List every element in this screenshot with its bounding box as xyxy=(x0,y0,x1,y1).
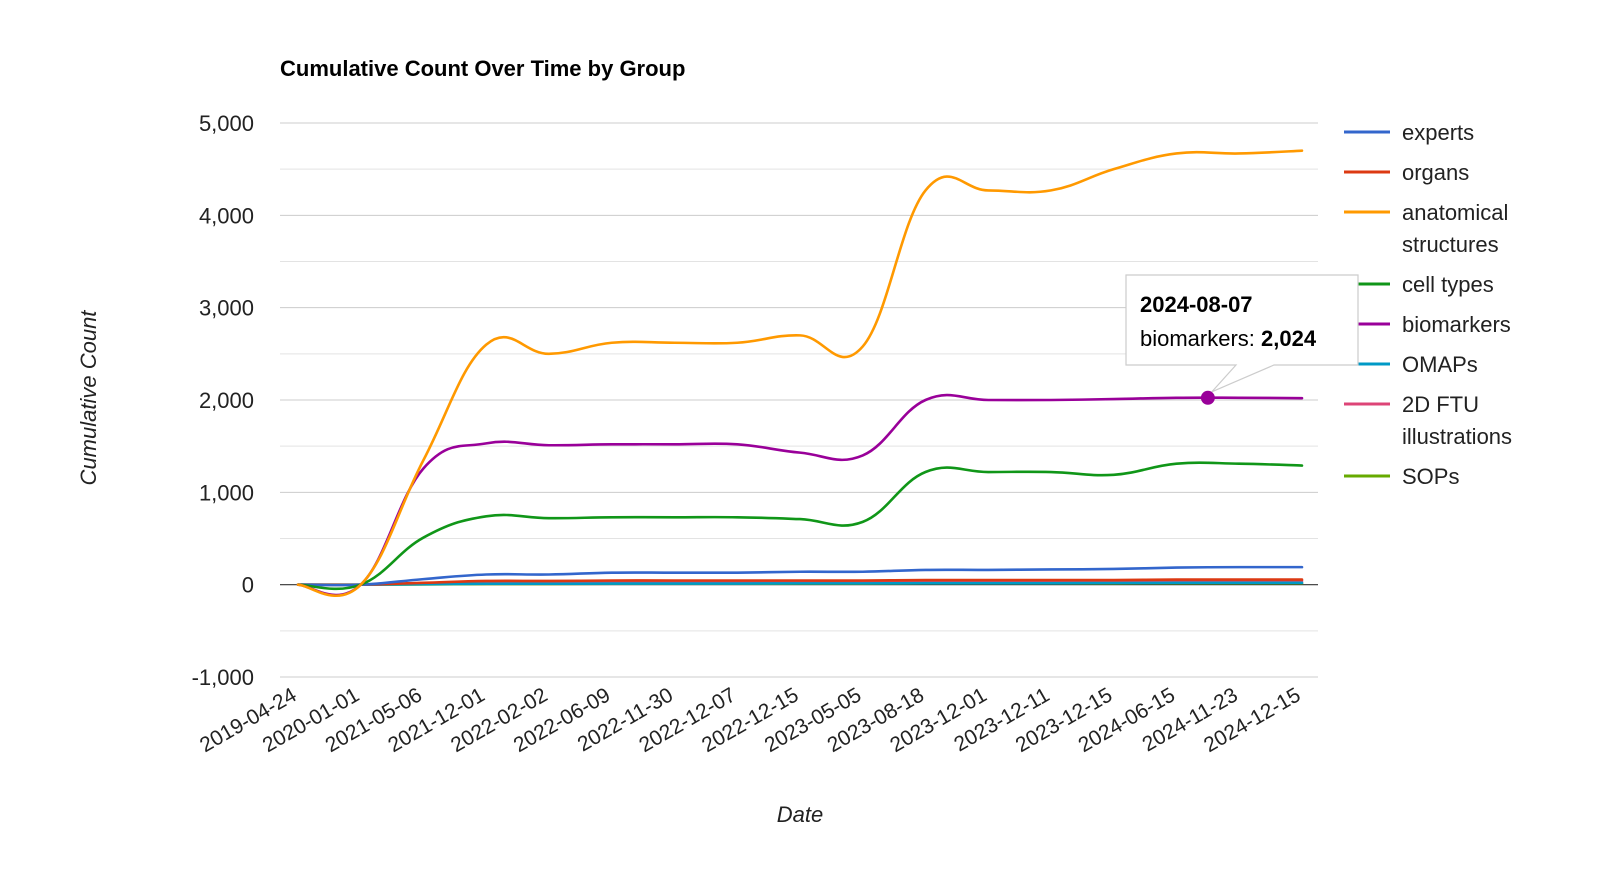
legend-entry[interactable]: 2D FTU illustrations xyxy=(1402,392,1512,449)
y-tick-label: 5,000 xyxy=(199,111,254,136)
legend-entry[interactable]: cell types xyxy=(1402,272,1494,297)
series-line-anatomical-structures[interactable] xyxy=(296,149,1304,597)
legend-entry[interactable]: organs xyxy=(1402,160,1469,185)
hover-point[interactable] xyxy=(1200,390,1215,405)
tooltip-box xyxy=(1125,274,1359,393)
tooltip-value: biomarkers: 2,024 xyxy=(1140,326,1317,351)
series-lines xyxy=(296,149,1304,597)
y-axis-ticks: 5,000 4,000 3,000 2,000 1,000 0 -1,000 xyxy=(192,111,254,690)
y-tick-label: 4,000 xyxy=(199,203,254,228)
chart-title: Cumulative Count Over Time by Group xyxy=(280,56,685,81)
legend-entry[interactable]: experts xyxy=(1402,120,1474,145)
y-tick-label: 2,000 xyxy=(199,388,254,413)
series-line-cell-types[interactable] xyxy=(296,461,1304,591)
series-line-experts[interactable] xyxy=(296,565,1304,587)
series-line-organs[interactable] xyxy=(296,578,1304,587)
y-axis-label: Cumulative Count xyxy=(76,310,101,486)
y-tick-label: 3,000 xyxy=(199,296,254,321)
legend-entry[interactable]: OMAPs xyxy=(1402,352,1478,377)
tooltip: 2024-08-07 biomarkers: 2,024 xyxy=(1125,274,1359,405)
legend-entry[interactable]: biomarkers xyxy=(1402,312,1511,337)
x-axis-ticks: 2019-04-242020-01-012021-05-062021-12-01… xyxy=(196,683,1305,757)
legend: experts organs anatomical structures cell ty… xyxy=(1344,120,1512,489)
x-axis-label: Date xyxy=(777,802,823,827)
y-tick-label: 1,000 xyxy=(199,480,254,505)
series-line-omaps[interactable] xyxy=(296,581,1304,587)
series-line-biomarkers[interactable] xyxy=(296,393,1304,597)
gridlines xyxy=(280,122,1318,678)
y-tick-label: -1,000 xyxy=(192,665,254,690)
tooltip-date: 2024-08-07 xyxy=(1140,292,1253,317)
legend-entry[interactable]: SOPs xyxy=(1402,464,1459,489)
y-tick-label: 0 xyxy=(242,573,254,598)
legend-entry[interactable]: anatomical structures xyxy=(1402,200,1508,257)
